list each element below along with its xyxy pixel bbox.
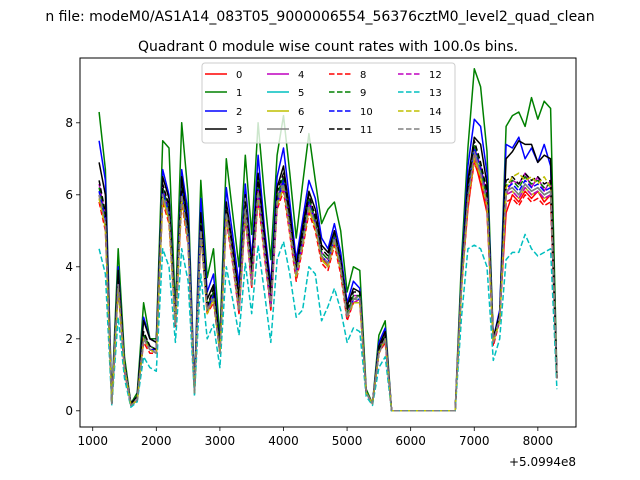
legend-label-3: 3 [236, 125, 242, 136]
legend-label-13: 13 [429, 88, 442, 99]
y-tick-label: 2 [65, 332, 73, 346]
legend-label-15: 15 [429, 125, 442, 136]
series-line-13 [98, 233, 558, 412]
chart-title: Quadrant 0 module wise count rates with … [138, 39, 518, 55]
legend-label-6: 6 [298, 107, 304, 118]
plot-area: 1000 2000 3000 4000 5000 6000 7000 8000 0 2 4 6 8 +… [65, 57, 577, 469]
legend-label-9: 9 [360, 88, 366, 99]
y-axis: 0 2 4 6 8 [65, 116, 80, 418]
axes-frame [79, 57, 577, 428]
legend-label-2: 2 [236, 107, 242, 118]
x-tick-label: 7000 [459, 434, 490, 448]
series-line-9 [98, 143, 558, 412]
x-tick-label: 1000 [77, 434, 108, 448]
x-tick-label: 4000 [268, 434, 299, 448]
legend-label-10: 10 [360, 107, 373, 118]
x-tick-label: 8000 [523, 434, 554, 448]
legend-label-0: 0 [236, 70, 242, 81]
x-tick-label: 3000 [205, 434, 236, 448]
legend-label-7: 7 [298, 125, 304, 136]
legend-frame [201, 62, 456, 144]
x-axis: 1000 2000 3000 4000 5000 6000 7000 8000 [77, 427, 553, 448]
series-layer [98, 68, 558, 412]
series-line-15 [98, 150, 558, 412]
legend-label-11: 11 [360, 125, 373, 136]
legend-label-5: 5 [298, 88, 304, 99]
legend-label-1: 1 [236, 88, 242, 99]
x-tick-label: 6000 [395, 434, 426, 448]
figure-suptitle: n file: modeM0/AS1A14_083T05_9000006554_… [45, 9, 594, 25]
legend-label-12: 12 [429, 70, 442, 81]
y-tick-label: 6 [65, 188, 73, 202]
legend-label-8: 8 [360, 70, 366, 81]
legend-label-4: 4 [298, 70, 304, 81]
y-tick-label: 8 [65, 116, 73, 130]
x-axis-offset-label: +5.0994e8 [509, 455, 576, 469]
y-tick-label: 4 [65, 260, 73, 274]
y-tick-label: 0 [65, 404, 73, 418]
legend-label-14: 14 [429, 107, 442, 118]
x-tick-label: 5000 [332, 434, 363, 448]
x-tick-label: 2000 [141, 434, 172, 448]
series-line-8 [98, 161, 558, 412]
